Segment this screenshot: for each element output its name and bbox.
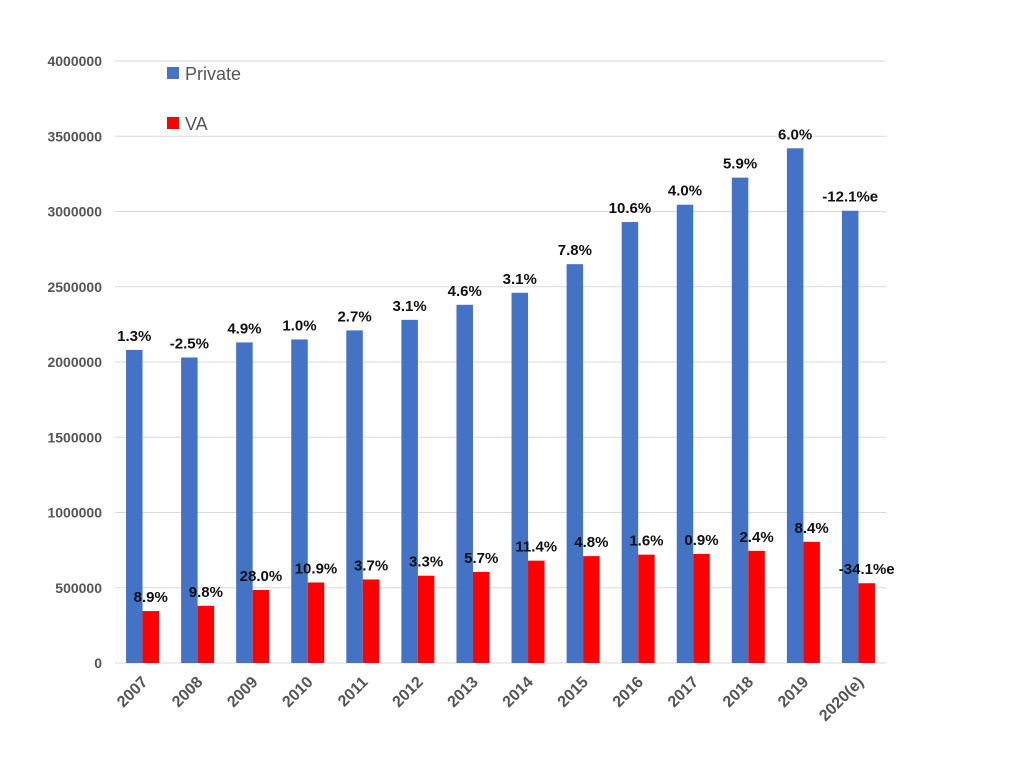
- bar-va: [307, 582, 325, 663]
- bar-va: [858, 583, 875, 663]
- y-tick-label: 2000000: [47, 354, 102, 370]
- bar-private: [676, 204, 694, 664]
- bar-private: [841, 210, 859, 663]
- x-tick-label: 2017: [665, 674, 702, 711]
- x-tick-label: 2014: [500, 674, 537, 711]
- data-label-va: 9.8%: [189, 584, 223, 601]
- data-label-private: 7.8%: [558, 242, 592, 259]
- data-label-va: 10.9%: [295, 560, 338, 577]
- bar-va: [693, 553, 710, 663]
- data-label-private: 3.1%: [503, 271, 537, 288]
- bar-va: [362, 579, 380, 663]
- bar-private: [346, 330, 363, 663]
- bar-private: [456, 304, 473, 663]
- data-label-va: 8.9%: [134, 589, 168, 606]
- bar-va: [252, 590, 270, 663]
- data-label-va: 0.9%: [684, 532, 718, 549]
- bar-private: [181, 357, 198, 663]
- bar-va: [638, 554, 655, 663]
- bar-private: [126, 349, 143, 663]
- y-tick-label: 0: [94, 655, 102, 671]
- data-label-private: 4.9%: [227, 320, 261, 337]
- x-tick-label: 2011: [335, 674, 372, 711]
- legend-label: Private: [185, 64, 241, 84]
- y-tick-label: 4000000: [47, 53, 102, 69]
- bar-va: [472, 571, 490, 663]
- data-label-va: -34.1%e: [839, 561, 895, 578]
- bar-va: [417, 575, 435, 663]
- data-label-private: 6.0%: [778, 126, 812, 143]
- data-label-private: 5.9%: [723, 156, 757, 173]
- bar-va: [528, 560, 545, 663]
- x-tick-label: 2009: [224, 674, 261, 711]
- bar-private: [566, 264, 584, 663]
- bar-private: [731, 177, 749, 663]
- data-label-va: 4.8%: [574, 534, 608, 551]
- data-label-private: 4.0%: [668, 183, 702, 200]
- x-tick-label: 2020(e): [816, 674, 867, 725]
- data-label-private: 1.3%: [117, 328, 151, 345]
- bar-private: [401, 319, 418, 663]
- data-label-va: 28.0%: [240, 568, 283, 585]
- bar-va: [142, 611, 160, 663]
- data-label-va: 2.4%: [739, 529, 773, 546]
- x-tick-label: 2008: [169, 674, 206, 711]
- data-label-va: 3.7%: [354, 557, 388, 574]
- x-tick-label: 2016: [610, 674, 647, 711]
- y-tick-label: 3500000: [47, 128, 102, 144]
- bar-va: [197, 605, 215, 663]
- data-label-private: 10.6%: [609, 200, 652, 217]
- data-label-va: 3.3%: [409, 554, 443, 571]
- legend-label: VA: [185, 114, 208, 134]
- legend-swatch: [167, 67, 179, 79]
- x-tick-label: 2012: [390, 674, 427, 711]
- bar-private: [786, 148, 804, 664]
- y-tick-label: 1500000: [47, 429, 102, 445]
- x-tick-label: 2018: [720, 674, 757, 711]
- y-tick-label: 3000000: [47, 204, 102, 220]
- data-label-private: 1.0%: [282, 317, 316, 334]
- data-label-private: 2.7%: [337, 308, 371, 325]
- x-tick-label: 2013: [445, 674, 482, 711]
- data-label-va: 11.4%: [515, 539, 557, 556]
- bar-va: [803, 541, 820, 663]
- data-label-private: -2.5%: [170, 335, 209, 352]
- bar-private: [621, 222, 639, 663]
- data-label-va: 8.4%: [795, 520, 829, 537]
- x-tick-label: 2019: [775, 674, 812, 711]
- bar-va: [748, 550, 765, 663]
- legend-swatch: [167, 117, 179, 129]
- data-label-private: -12.1%e: [822, 189, 878, 206]
- data-label-private: 4.6%: [448, 283, 482, 300]
- data-label-private: 3.1%: [393, 298, 427, 315]
- x-tick-label: 2007: [114, 674, 151, 711]
- x-tick-label: 2010: [279, 674, 316, 711]
- y-tick-label: 1000000: [47, 505, 102, 521]
- data-label-va: 5.7%: [464, 550, 498, 567]
- y-tick-label: 500000: [55, 580, 102, 596]
- data-label-va: 1.6%: [629, 533, 663, 550]
- y-tick-label: 2500000: [47, 279, 102, 295]
- bar-private: [291, 339, 308, 663]
- x-tick-label: 2015: [555, 674, 592, 711]
- bar-private: [511, 292, 529, 663]
- bar-va: [583, 556, 600, 663]
- bar-private: [236, 342, 253, 663]
